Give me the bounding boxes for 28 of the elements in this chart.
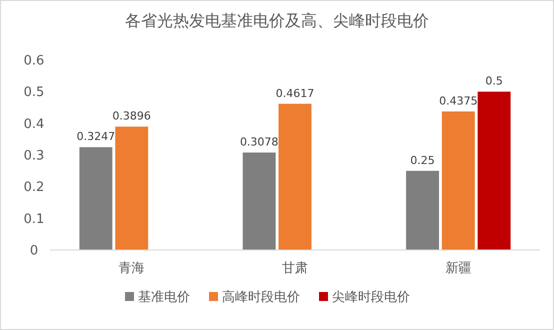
bar — [115, 126, 148, 250]
legend-label: 尖峰时段电价 — [332, 290, 410, 306]
data-label: 0.4617 — [276, 86, 314, 100]
data-label: 0.25 — [410, 154, 435, 167]
chart-title: 各省光热发电基准电价及高、尖峰时段电价 — [125, 11, 429, 30]
data-label: 0.4375 — [439, 94, 478, 108]
y-tick-label: 0 — [30, 244, 38, 259]
data-label: 0.3078 — [240, 136, 278, 149]
x-tick-label: 新疆 — [445, 261, 472, 276]
x-tick-label: 青海 — [118, 261, 145, 276]
bar — [406, 170, 439, 250]
y-tick-label: 0.3 — [24, 148, 44, 164]
data-label: 0.5 — [485, 74, 503, 88]
data-label: 0.3247 — [76, 130, 116, 144]
y-tick-label: 0.1 — [24, 212, 44, 227]
legend-label: 高峰时段电价 — [222, 289, 300, 306]
y-tick-label: 0.4 — [24, 116, 44, 132]
bar — [278, 104, 312, 250]
legend-label: 基准电价 — [138, 290, 190, 306]
bar — [478, 92, 511, 250]
bar — [242, 152, 276, 250]
y-tick-label: 0.5 — [24, 85, 44, 100]
data-label: 0.3896 — [112, 110, 151, 123]
bar — [79, 147, 112, 250]
x-tick-label: 甘肃 — [282, 261, 308, 276]
y-tick-label: 0.2 — [24, 180, 44, 196]
y-tick-label: 0.6 — [24, 54, 44, 69]
bar — [442, 111, 475, 250]
